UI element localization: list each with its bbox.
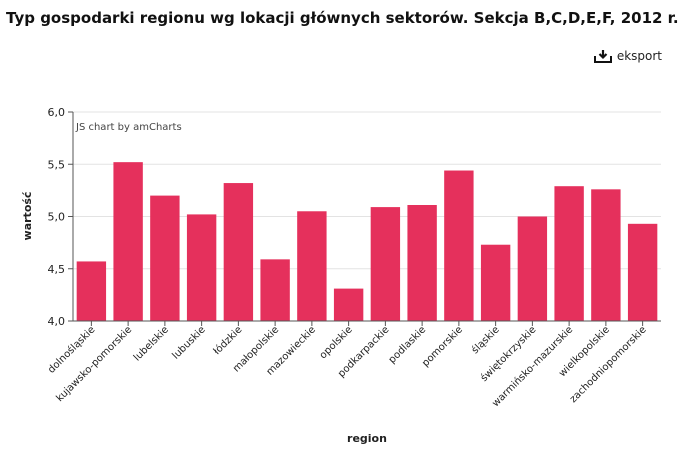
y-tick-label: 4,5 (48, 263, 66, 276)
bar[interactable] (150, 195, 180, 321)
y-tick-label: 5,0 (48, 211, 66, 224)
bar[interactable] (554, 186, 584, 321)
bar[interactable] (591, 189, 621, 321)
export-button[interactable]: eksport (593, 49, 662, 63)
bar[interactable] (223, 183, 254, 321)
bar[interactable] (370, 207, 401, 321)
bar[interactable] (76, 261, 107, 321)
x-tick-label: opolskie (318, 324, 355, 361)
y-tick-labels: 4,0 4,5 5,0 5,5 6,0 (48, 106, 73, 328)
credit-label: JS chart by amCharts (75, 122, 182, 133)
x-tick-label: łódzkie (211, 324, 244, 357)
bar[interactable] (333, 288, 364, 321)
y-tick-label: 5,5 (48, 158, 66, 171)
download-icon (593, 49, 612, 63)
bar[interactable] (186, 214, 217, 321)
y-axis-title: wartość (21, 191, 34, 240)
bar[interactable] (297, 211, 327, 321)
bars (76, 162, 658, 322)
chart-title: Typ gospodarki regionu wg lokacji główny… (6, 9, 679, 27)
bar[interactable] (627, 223, 658, 321)
x-tick-label: zachodniopomorskie (568, 324, 649, 405)
x-tick-label: lubelskie (132, 324, 171, 363)
bar[interactable] (444, 170, 474, 321)
y-tick-label: 4,0 (48, 315, 66, 328)
x-tick-label: lubuskie (170, 324, 207, 361)
bar[interactable] (260, 259, 290, 321)
export-label: eksport (616, 49, 662, 63)
bar[interactable] (407, 205, 437, 321)
x-axis-title: region (347, 432, 387, 445)
x-tick-label: śląskie (469, 324, 502, 357)
bar[interactable] (480, 244, 511, 321)
bar[interactable] (113, 162, 143, 321)
bar[interactable] (517, 216, 548, 322)
y-tick-label: 6,0 (48, 106, 66, 119)
x-tick-label: kujawsko-pomorskie (54, 324, 134, 404)
